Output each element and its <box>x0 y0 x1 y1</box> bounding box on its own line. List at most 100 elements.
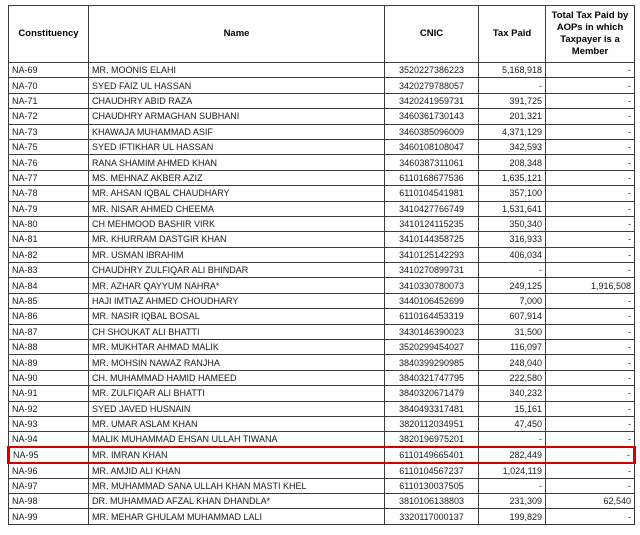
cnic-cell: 6110149665401 <box>384 446 479 464</box>
name-cell: CHAUDHRY ZULFIQAR ALI BHINDAR <box>88 262 385 279</box>
name-cell: CHAUDHRY ARMAGHAN SUBHANI <box>88 108 385 125</box>
aop-tax-cell: - <box>545 200 635 217</box>
aop-tax-cell: - <box>545 431 635 448</box>
cnic-cell: 3460361730143 <box>384 108 479 125</box>
tax-paid-cell: 208,348 <box>478 154 546 171</box>
constituency-cell: NA-72 <box>8 108 89 125</box>
cnic-cell: 3840493317481 <box>384 400 479 417</box>
tax-paid-cell: 15,161 <box>478 400 546 417</box>
tax-paid-cell: 391,725 <box>478 92 546 110</box>
name-cell: MR. NASIR IQBAL BOSAL <box>88 308 385 325</box>
col-header-name: Name <box>88 5 385 63</box>
table-body: NA-69 MR. MOONIS ELAHI 3520227386223 5,1… <box>7 61 636 525</box>
cnic-cell: 3820112034951 <box>384 415 479 433</box>
name-cell: MR. MOONIS ELAHI <box>88 61 385 79</box>
constituency-cell: NA-76 <box>8 154 89 171</box>
name-cell: HAJI IMTIAZ AHMED CHOUDHARY <box>88 292 385 310</box>
tax-paid-cell: 249,125 <box>478 277 546 294</box>
table-row: NA-91 MR. ZULFIQAR ALI BHATTI 3840320671… <box>8 385 635 402</box>
name-cell: MR. KHURRAM DASTGIR KHAN <box>88 231 385 248</box>
tax-paid-cell: 406,034 <box>478 246 546 264</box>
table-row: NA-88 MR. MUKHTAR AHMAD MALIK 3520299454… <box>8 339 635 356</box>
name-cell: MR. USMAN IBRAHIM <box>88 246 385 264</box>
aop-tax-cell: - <box>545 108 635 125</box>
constituency-cell: NA-89 <box>8 354 89 371</box>
tax-paid-cell: 201,321 <box>478 108 546 125</box>
header-row: Constituency Name CNIC Tax Paid Total Ta… <box>8 5 635 63</box>
constituency-cell: NA-81 <box>8 231 89 248</box>
constituency-cell: NA-82 <box>8 246 89 264</box>
table-row: NA-80 CH MEHMOOD BASHIR VIRK 34101241152… <box>8 215 635 233</box>
constituency-cell: NA-93 <box>8 415 89 433</box>
col-header-tax-paid: Tax Paid <box>478 5 546 63</box>
constituency-cell: NA-84 <box>8 277 89 294</box>
cnic-cell: 3420279788057 <box>384 77 479 94</box>
table-row: NA-84 MR. AZHAR QAYYUM NAHRA* 3410330780… <box>8 277 635 294</box>
cnic-cell: 3520299454027 <box>384 339 479 356</box>
cnic-cell: 3410125142293 <box>384 246 479 264</box>
table-row: NA-87 CH SHOUKAT ALI BHATTI 343014639002… <box>8 323 635 341</box>
name-cell: SYED FAIZ UL HASSAN <box>88 77 385 94</box>
tax-paid-cell: 282,449 <box>478 446 546 464</box>
constituency-cell: NA-78 <box>8 185 89 202</box>
name-cell: CHAUDHRY ABID RAZA <box>88 92 385 110</box>
aop-tax-cell: - <box>545 246 635 264</box>
cnic-cell: 3820196975201 <box>384 431 479 448</box>
cnic-cell: 3840320671479 <box>384 385 479 402</box>
name-cell: RANA SHAMIM AHMED KHAN <box>88 154 385 171</box>
name-cell: CH MEHMOOD BASHIR VIRK <box>88 215 385 233</box>
cnic-cell: 3840321747795 <box>384 369 479 387</box>
constituency-cell: NA-87 <box>8 323 89 341</box>
tax-paid-cell: - <box>478 431 546 448</box>
tax-paid-cell: 222,580 <box>478 369 546 387</box>
table-row: NA-76 RANA SHAMIM AHMED KHAN 34603873110… <box>8 154 635 171</box>
constituency-cell: NA-90 <box>8 369 89 387</box>
constituency-cell: NA-75 <box>8 138 89 156</box>
tax-paid-cell: 116,097 <box>478 339 546 356</box>
aop-tax-cell: - <box>545 446 636 464</box>
table-row: NA-86 MR. NASIR IQBAL BOSAL 611016445331… <box>8 308 635 325</box>
table-row: NA-97 MR. MUHAMMAD SANA ULLAH KHAN MASTI… <box>8 477 635 494</box>
table-row: NA-72 CHAUDHRY ARMAGHAN SUBHANI 34603617… <box>8 108 635 125</box>
cnic-cell: 3430146390023 <box>384 323 479 341</box>
name-cell: CH SHOUKAT ALI BHATTI <box>88 323 385 341</box>
name-cell: MR. IMRAN KHAN <box>88 446 385 464</box>
aop-tax-cell: - <box>545 154 635 171</box>
aop-tax-cell: - <box>545 77 635 94</box>
name-cell: CH. MUHAMMAD HAMID HAMEED <box>88 369 385 387</box>
name-cell: MALIK MUHAMMAD EHSAN ULLAH TIWANA <box>88 431 385 448</box>
cnic-cell: 3410124115235 <box>384 215 479 233</box>
constituency-cell: NA-79 <box>8 200 89 217</box>
constituency-cell: NA-88 <box>8 339 89 356</box>
cnic-cell: 3840399290985 <box>384 354 479 371</box>
constituency-cell: NA-73 <box>8 123 89 140</box>
name-cell: MR. NISAR AHMED CHEEMA <box>88 200 385 217</box>
name-cell: MS. MEHNAZ AKBER AZIZ <box>88 169 385 187</box>
aop-tax-cell: 62,540 <box>545 492 635 510</box>
cnic-cell: 3410270899731 <box>384 262 479 279</box>
aop-tax-cell: - <box>545 354 635 371</box>
name-cell: MR. MEHAR GHULAM MUHAMMAD LALI <box>88 508 385 525</box>
table-row: NA-81 MR. KHURRAM DASTGIR KHAN 341014435… <box>8 231 635 248</box>
table-row: NA-94 MALIK MUHAMMAD EHSAN ULLAH TIWANA … <box>8 431 635 448</box>
aop-tax-cell: - <box>545 123 635 140</box>
name-cell: MR. MUHAMMAD SANA ULLAH KHAN MASTI KHEL <box>88 477 385 494</box>
aop-tax-cell: - <box>545 339 635 356</box>
name-cell: MR. AMJID ALI KHAN <box>88 462 385 479</box>
cnic-cell: 3320117000137 <box>384 508 479 525</box>
aop-tax-cell: - <box>545 369 635 387</box>
cnic-cell: 3460387311061 <box>384 154 479 171</box>
cnic-cell: 3410427766749 <box>384 200 479 217</box>
tax-paid-cell: 350,340 <box>478 215 546 233</box>
aop-tax-cell: - <box>545 138 635 156</box>
cnic-cell: 3460108108047 <box>384 138 479 156</box>
tax-paid-cell: 47,450 <box>478 415 546 433</box>
col-header-cnic: CNIC <box>384 5 479 63</box>
cnic-cell: 3440106452699 <box>384 292 479 310</box>
tax-paid-cell: 1,024,119 <box>478 462 546 479</box>
table-row: NA-77 MS. MEHNAZ AKBER AZIZ 611016867753… <box>8 169 635 187</box>
name-cell: MR. MUKHTAR AHMAD MALIK <box>88 339 385 356</box>
name-cell: SYED JAVED HUSNAIN <box>88 400 385 417</box>
table-row: NA-78 MR. AHSAN IQBAL CHAUDHARY 61101045… <box>8 185 635 202</box>
aop-tax-cell: - <box>545 477 635 494</box>
